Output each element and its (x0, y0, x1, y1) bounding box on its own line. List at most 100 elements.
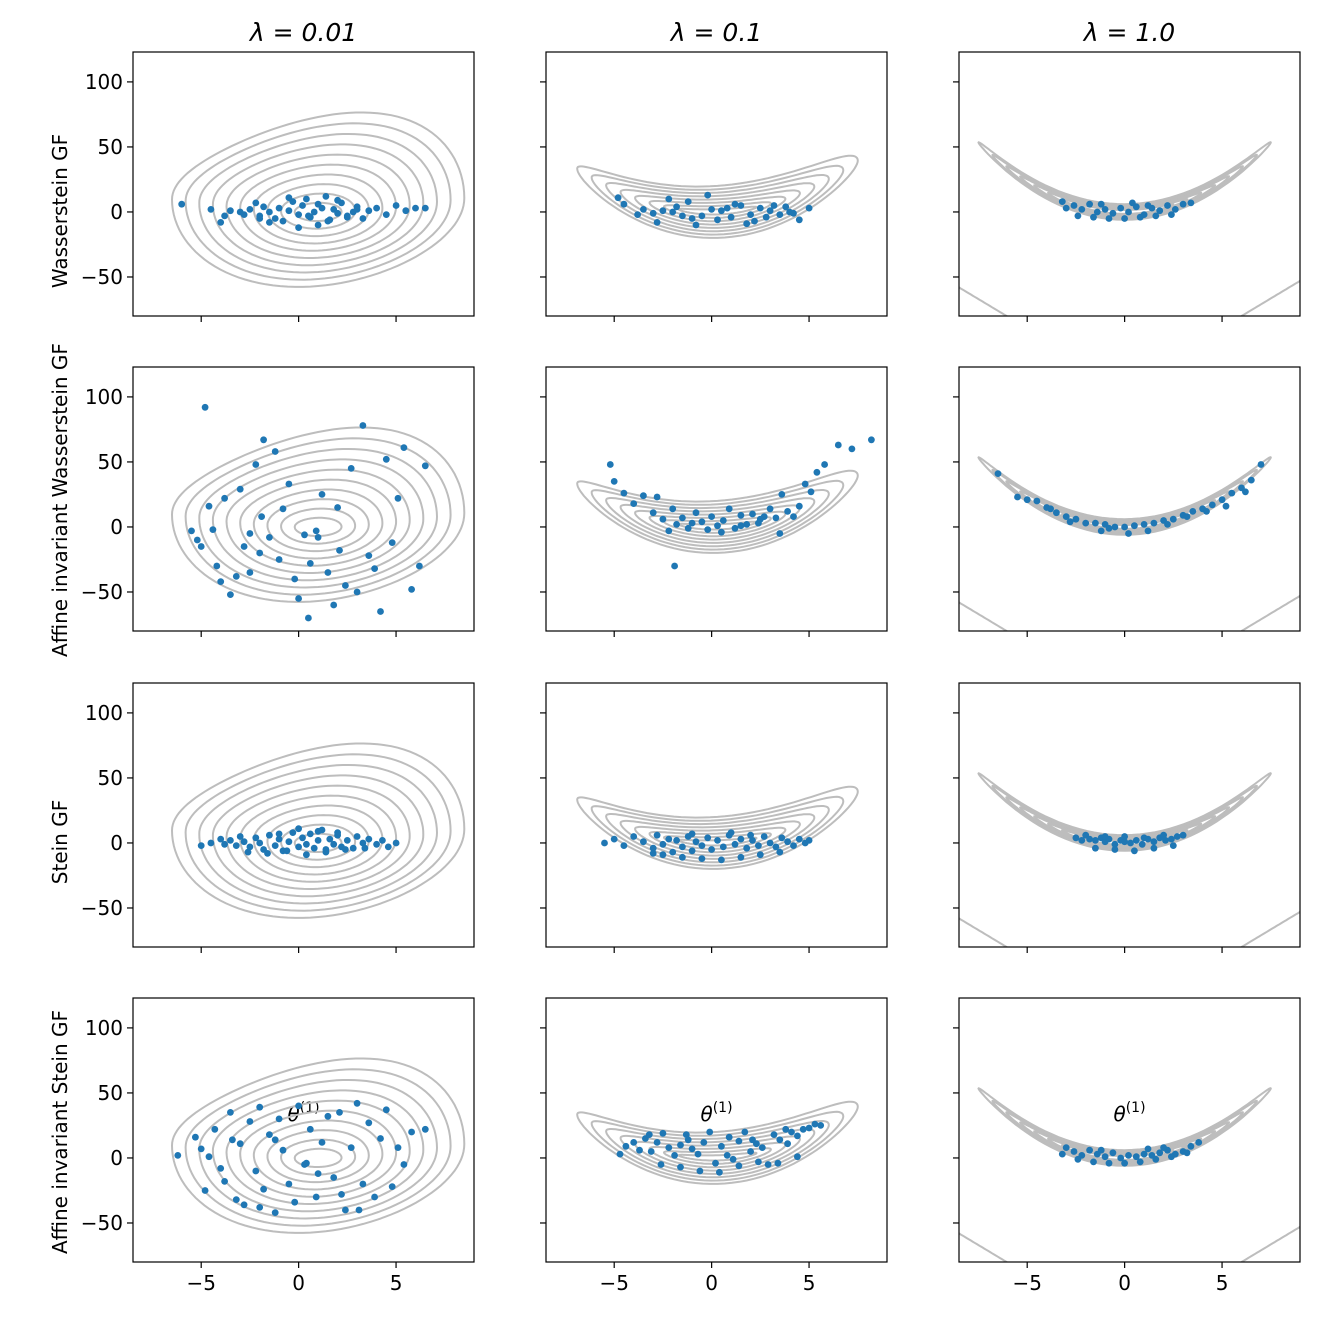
particle-point (671, 1152, 678, 1159)
particle-point (747, 831, 754, 839)
particle-point (246, 843, 254, 851)
density-contour (959, 1232, 1009, 1262)
y-tick-label: 100 (85, 1016, 123, 1040)
particle-point (1092, 519, 1099, 527)
subplot-panel: 100 50 0 −50 (81, 682, 475, 953)
particle-point (353, 206, 361, 213)
particle-point (756, 851, 764, 859)
particle-point (246, 1118, 254, 1125)
particle-point (217, 578, 225, 585)
particle-point (1242, 488, 1249, 496)
plot-area (576, 785, 859, 870)
particle-point (1062, 204, 1070, 212)
density-contour (211, 143, 425, 267)
density-contour (1240, 279, 1300, 316)
particle-point (305, 614, 312, 622)
particle-point (1062, 513, 1070, 520)
particle-point (221, 494, 229, 502)
particle-point (1090, 213, 1097, 221)
particle-point (266, 1131, 273, 1138)
particle-point (735, 1137, 743, 1145)
particle-point (1033, 497, 1041, 505)
plot-area (170, 1057, 466, 1234)
plot-area (170, 403, 466, 622)
particle-point (256, 839, 264, 847)
particle-point (640, 206, 647, 213)
particle-point (790, 209, 797, 217)
particle-point (373, 840, 380, 848)
particle-point (762, 213, 770, 221)
particle-point (1101, 1153, 1109, 1161)
particle-point (669, 208, 677, 216)
particle-point (795, 835, 803, 843)
particle-point (266, 534, 273, 541)
particle-point (301, 531, 308, 539)
particle-point (1156, 1149, 1164, 1157)
particle-point (716, 1168, 723, 1176)
axes-frame (132, 682, 475, 948)
particle-point (1162, 837, 1169, 844)
particle-point (1086, 200, 1093, 208)
row-label: Stein GF (48, 800, 72, 884)
density-contour (662, 1147, 772, 1165)
y-tick-label: 0 (110, 831, 123, 855)
particle-point (359, 1180, 367, 1188)
particle-point (1090, 1158, 1097, 1166)
particle-point (330, 840, 338, 848)
particle-point (659, 851, 667, 859)
particle-point (275, 830, 283, 838)
particle-point (794, 1132, 801, 1140)
particle-point (207, 206, 215, 213)
particle-point (727, 213, 735, 221)
particle-point (772, 514, 780, 522)
particle-point (326, 835, 334, 843)
density-contour (266, 1129, 370, 1184)
density-contour (677, 1151, 758, 1162)
density-contour (225, 468, 411, 574)
particle-point (1160, 831, 1167, 839)
particle-point (275, 556, 283, 563)
particle-point (359, 422, 367, 429)
density-contour (977, 772, 1272, 852)
particle-point (336, 547, 343, 554)
density-contour (590, 164, 845, 236)
particle-point (408, 1128, 415, 1136)
density-contour (252, 1119, 384, 1191)
particle-point (774, 1159, 782, 1167)
particle-point (1121, 838, 1128, 846)
particle-point (782, 1125, 790, 1133)
particle-point (776, 530, 784, 537)
particle-point (197, 543, 205, 550)
particle-point (382, 455, 390, 463)
particle-point (616, 1150, 624, 1158)
particle-point (236, 833, 244, 840)
particle-point (421, 1125, 429, 1133)
particle-point (614, 194, 622, 202)
particle-point (213, 562, 221, 570)
particle-point (708, 846, 715, 853)
particle-point (271, 448, 279, 455)
x-tick-label: −5 (186, 1271, 215, 1295)
density-contour (576, 785, 859, 870)
particle-point (295, 224, 302, 232)
particle-point (1072, 834, 1080, 842)
y-tick-label: 50 (98, 135, 123, 159)
particle-point (260, 203, 267, 211)
particle-point (848, 445, 856, 453)
particle-point (252, 1167, 260, 1175)
particle-point (747, 211, 754, 219)
particle-point (279, 1146, 287, 1154)
particle-point (285, 480, 293, 488)
particle-point (688, 830, 696, 838)
particle-point (1144, 202, 1152, 209)
particle-point (790, 842, 797, 849)
particle-point (275, 1115, 283, 1123)
particle-point (630, 833, 638, 840)
density-contour (605, 174, 830, 233)
particle-point (421, 462, 429, 470)
particle-point (645, 1131, 653, 1138)
particle-point (788, 1128, 795, 1136)
particle-point (640, 838, 647, 846)
particle-point (303, 1159, 310, 1167)
density-contour (977, 1087, 1272, 1167)
